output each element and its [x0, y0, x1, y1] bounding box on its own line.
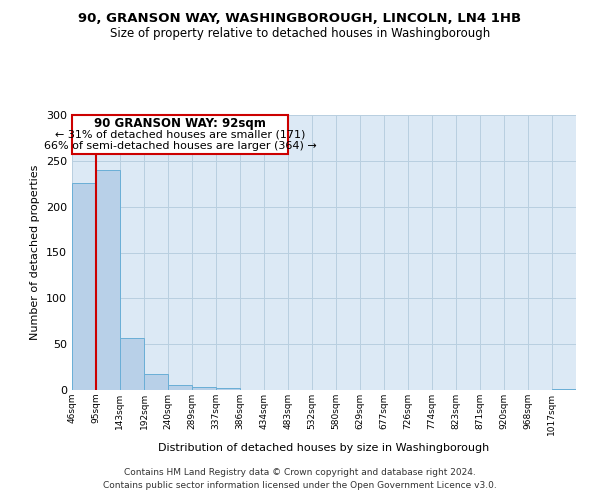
Bar — [144, 374, 168, 390]
Bar — [72, 183, 96, 390]
Text: Contains HM Land Registry data © Crown copyright and database right 2024.
Contai: Contains HM Land Registry data © Crown c… — [103, 468, 497, 490]
Bar — [96, 170, 120, 390]
Bar — [552, 389, 576, 390]
Text: 90, GRANSON WAY, WASHINGBOROUGH, LINCOLN, LN4 1HB: 90, GRANSON WAY, WASHINGBOROUGH, LINCOLN… — [79, 12, 521, 26]
Bar — [168, 384, 192, 390]
Text: ← 31% of detached houses are smaller (171): ← 31% of detached houses are smaller (17… — [55, 130, 305, 140]
X-axis label: Distribution of detached houses by size in Washingborough: Distribution of detached houses by size … — [158, 443, 490, 453]
Y-axis label: Number of detached properties: Number of detached properties — [31, 165, 40, 340]
Text: 90 GRANSON WAY: 92sqm: 90 GRANSON WAY: 92sqm — [94, 117, 266, 130]
Bar — [192, 387, 216, 390]
FancyBboxPatch shape — [72, 115, 289, 154]
Text: Size of property relative to detached houses in Washingborough: Size of property relative to detached ho… — [110, 28, 490, 40]
Text: 66% of semi-detached houses are larger (364) →: 66% of semi-detached houses are larger (… — [44, 140, 317, 150]
Bar — [120, 338, 144, 390]
Bar — [216, 388, 240, 390]
